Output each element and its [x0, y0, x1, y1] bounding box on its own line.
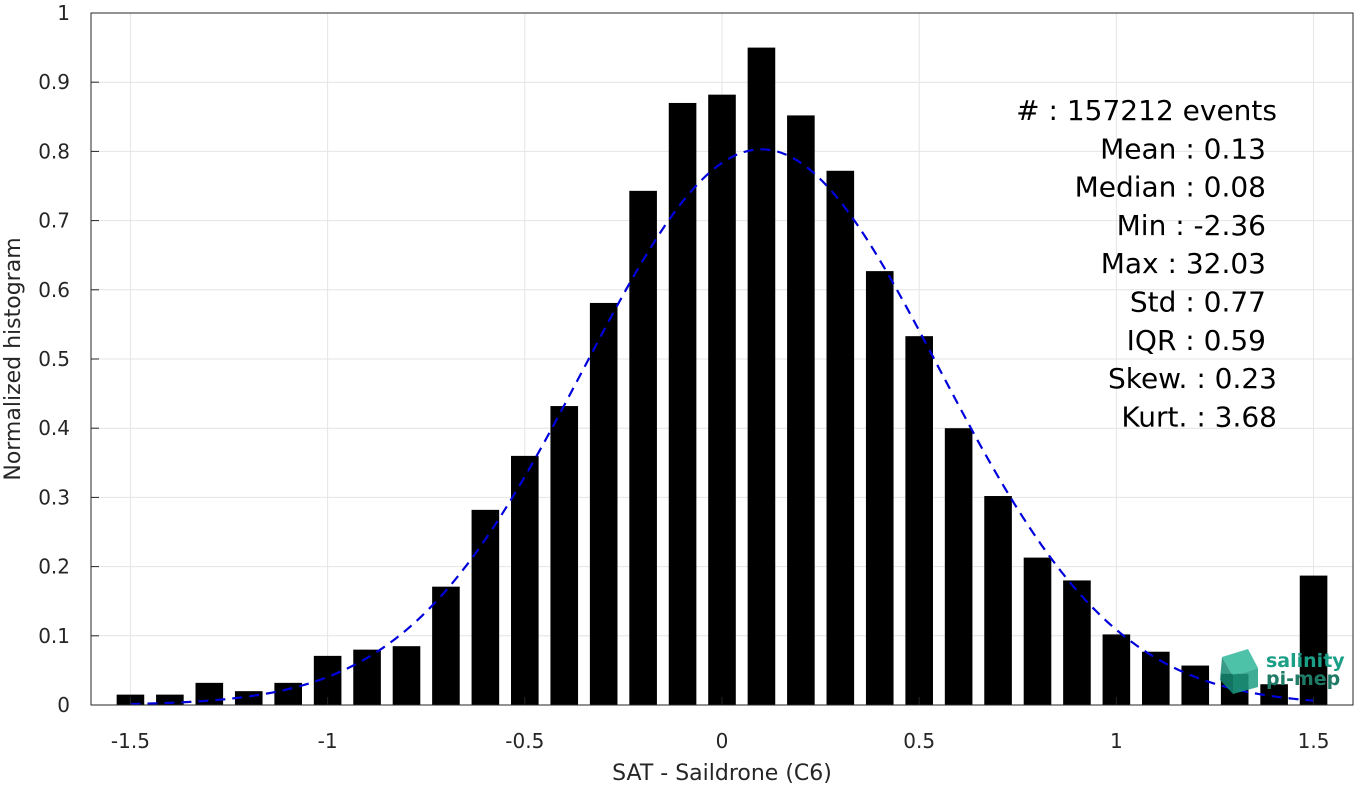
x-tick-label-3: 0 — [716, 729, 729, 753]
bar-19 — [865, 271, 894, 705]
stat-min: Min : -2.36 — [1117, 209, 1266, 242]
logo-line1: salinity — [1266, 650, 1345, 672]
bar-10 — [511, 455, 539, 705]
bar-30 — [1299, 575, 1328, 705]
y-tick-label-4: 0.4 — [38, 416, 70, 440]
x-tick-label-6: 1.5 — [1298, 729, 1330, 753]
y-tick-label-5: 0.5 — [38, 347, 70, 371]
stat-std: Std : 0.77 — [1130, 286, 1266, 319]
bar-18 — [826, 170, 855, 705]
stat-skew: Skew. : 0.23 — [1108, 362, 1277, 395]
y-tick-label-6: 0.6 — [38, 278, 70, 302]
stat-median: Median : 0.08 — [1075, 171, 1266, 204]
x-tick-label-1: -1 — [318, 729, 338, 753]
y-axis-label: Normalized histogram — [1, 237, 26, 480]
y-tick-label-8: 0.8 — [38, 139, 70, 163]
statistics-annotation: # : 157212 events Mean : 0.13 Median : 0.0… — [1016, 94, 1277, 433]
bar-8 — [432, 586, 460, 705]
stat-events: # : 157212 events — [1016, 94, 1277, 127]
bar-9 — [471, 509, 500, 705]
bar-13 — [629, 190, 657, 705]
x-tick-label-2: -0.5 — [505, 729, 544, 753]
bar-27 — [1181, 665, 1210, 705]
y-tick-label-9: 0.9 — [38, 70, 70, 94]
stat-max: Max : 32.03 — [1101, 247, 1266, 280]
bar-29 — [1260, 684, 1288, 705]
bar-24 — [1063, 580, 1091, 705]
stat-iqr: IQR : 0.59 — [1127, 324, 1266, 357]
x-axis-ticks: -1.5 -1 -0.5 0 0.5 1 1.5 — [111, 697, 1330, 753]
x-tick-label-0: -1.5 — [111, 729, 150, 753]
logo-line2: pi-mep — [1266, 668, 1340, 690]
stat-kurt: Kurt. : 3.68 — [1121, 400, 1277, 433]
bar-25 — [1102, 634, 1131, 705]
bar-21 — [944, 428, 973, 705]
bar-15 — [708, 94, 736, 705]
y-tick-label-10: 1 — [57, 1, 70, 25]
bar-11 — [550, 406, 579, 705]
y-tick-label-0: 0 — [57, 693, 70, 717]
bars — [116, 47, 1328, 706]
y-tick-label-3: 0.3 — [38, 485, 70, 509]
bar-1 — [156, 694, 184, 705]
bar-17 — [787, 115, 815, 705]
bar-22 — [984, 496, 1012, 705]
x-tick-label-5: 1 — [1110, 729, 1123, 753]
bar-16 — [747, 47, 776, 706]
y-axis-ticks: 0 0.1 0.2 0.3 0.4 0.5 0.6 0.7 0.8 0.9 1 — [38, 1, 99, 717]
salinity-pi-mep-logo: salinity pi-mep — [1220, 649, 1345, 694]
bar-7 — [392, 646, 421, 705]
y-tick-label-7: 0.7 — [38, 209, 70, 233]
bar-4 — [274, 682, 302, 705]
y-tick-label-2: 0.2 — [38, 555, 70, 579]
bar-20 — [905, 336, 933, 705]
bar-12 — [589, 302, 618, 705]
x-tick-label-4: 0.5 — [903, 729, 935, 753]
stat-mean: Mean : 0.13 — [1100, 132, 1266, 165]
bar-26 — [1142, 651, 1170, 705]
y-tick-label-1: 0.1 — [38, 624, 70, 648]
bar-14 — [668, 102, 697, 705]
normal-fit-curve — [130, 148, 1314, 706]
bar-23 — [1023, 557, 1052, 705]
logo-cube-icon — [1220, 649, 1258, 694]
x-axis-label: SAT - Saildrone (C6) — [612, 761, 832, 785]
